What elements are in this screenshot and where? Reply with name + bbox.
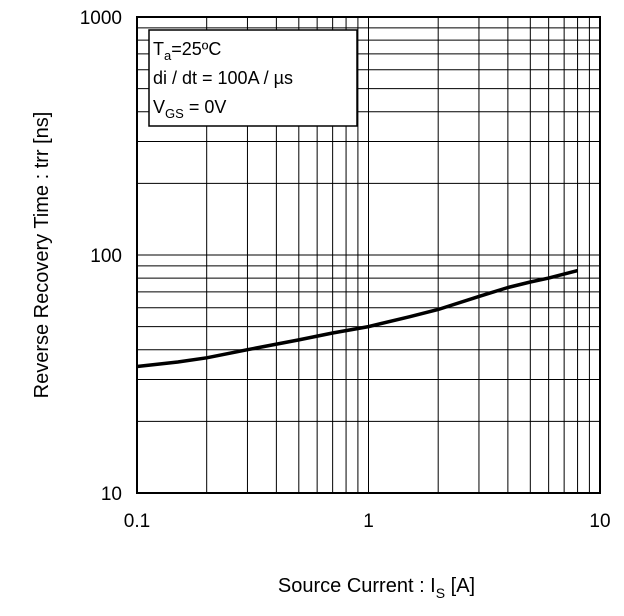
x-tick-label: 10 (589, 511, 610, 532)
legend-di-dt: di / dt = 100A / µs (153, 68, 293, 88)
x-tick-label: 1 (363, 511, 374, 532)
y-tick-label: 1000 (80, 8, 122, 29)
data-series-line (136, 268, 579, 369)
legend-frame (148, 29, 358, 127)
y-tick-label: 10 (101, 484, 122, 505)
plot-frame (136, 16, 601, 494)
legend-temperature: Ta=25ºC (153, 39, 221, 63)
y-tick-labels: 10 100 1000 (80, 8, 122, 505)
y-axis-label: Reverse Recovery Time : trr [ns] (31, 112, 53, 399)
legend-box: Ta=25ºC di / dt = 100A / µs VGS = 0V (148, 29, 358, 127)
x-tick-labels: 0.1 1 10 (124, 511, 611, 532)
x-axis-label: Source Current : IS [A] (278, 575, 475, 601)
x-tick-label: 0.1 (124, 511, 150, 532)
y-tick-label: 100 (90, 246, 122, 267)
legend-vgs: VGS = 0V (153, 97, 226, 121)
